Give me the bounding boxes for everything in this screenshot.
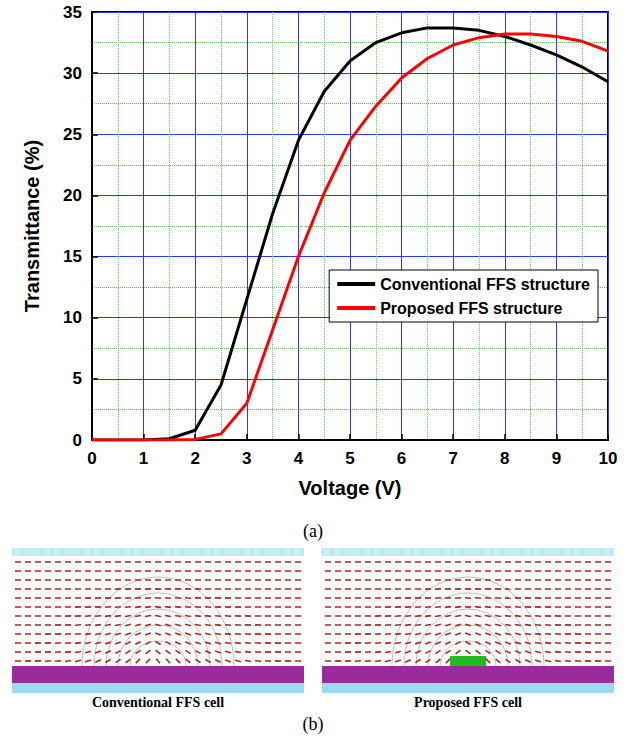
svg-text:0: 0 xyxy=(73,431,82,450)
svg-text:9: 9 xyxy=(552,449,561,468)
svg-text:3: 3 xyxy=(242,449,251,468)
html-text:(b): (b) xyxy=(302,714,324,734)
svg-text:10: 10 xyxy=(63,308,82,327)
svg-text:Voltage (V): Voltage (V) xyxy=(299,477,402,499)
svg-text:7: 7 xyxy=(448,449,457,468)
svg-text:20: 20 xyxy=(63,186,82,205)
svg-text:15: 15 xyxy=(63,247,82,266)
html-text:Conventional FFS cell: Conventional FFS cell xyxy=(91,695,225,710)
svg-text:6: 6 xyxy=(397,449,406,468)
svg-text:1: 1 xyxy=(139,449,148,468)
svg-text:Transmittance (%): Transmittance (%) xyxy=(21,140,43,312)
svg-text:30: 30 xyxy=(63,64,82,83)
svg-text:2: 2 xyxy=(190,449,199,468)
svg-text:10: 10 xyxy=(599,449,618,468)
html-text:(a): (a) xyxy=(303,521,323,541)
svg-text:8: 8 xyxy=(500,449,509,468)
svg-text:Conventional FFS structure: Conventional FFS structure xyxy=(380,276,590,293)
svg-text:5: 5 xyxy=(73,369,82,388)
svg-text:Proposed FFS structure: Proposed FFS structure xyxy=(380,300,562,317)
svg-text:25: 25 xyxy=(63,125,82,144)
svg-text:35: 35 xyxy=(63,3,82,22)
html-text:Proposed FFS cell: Proposed FFS cell xyxy=(414,695,522,710)
svg-text:0: 0 xyxy=(87,449,96,468)
svg-text:4: 4 xyxy=(294,449,304,468)
svg-text:5: 5 xyxy=(345,449,354,468)
